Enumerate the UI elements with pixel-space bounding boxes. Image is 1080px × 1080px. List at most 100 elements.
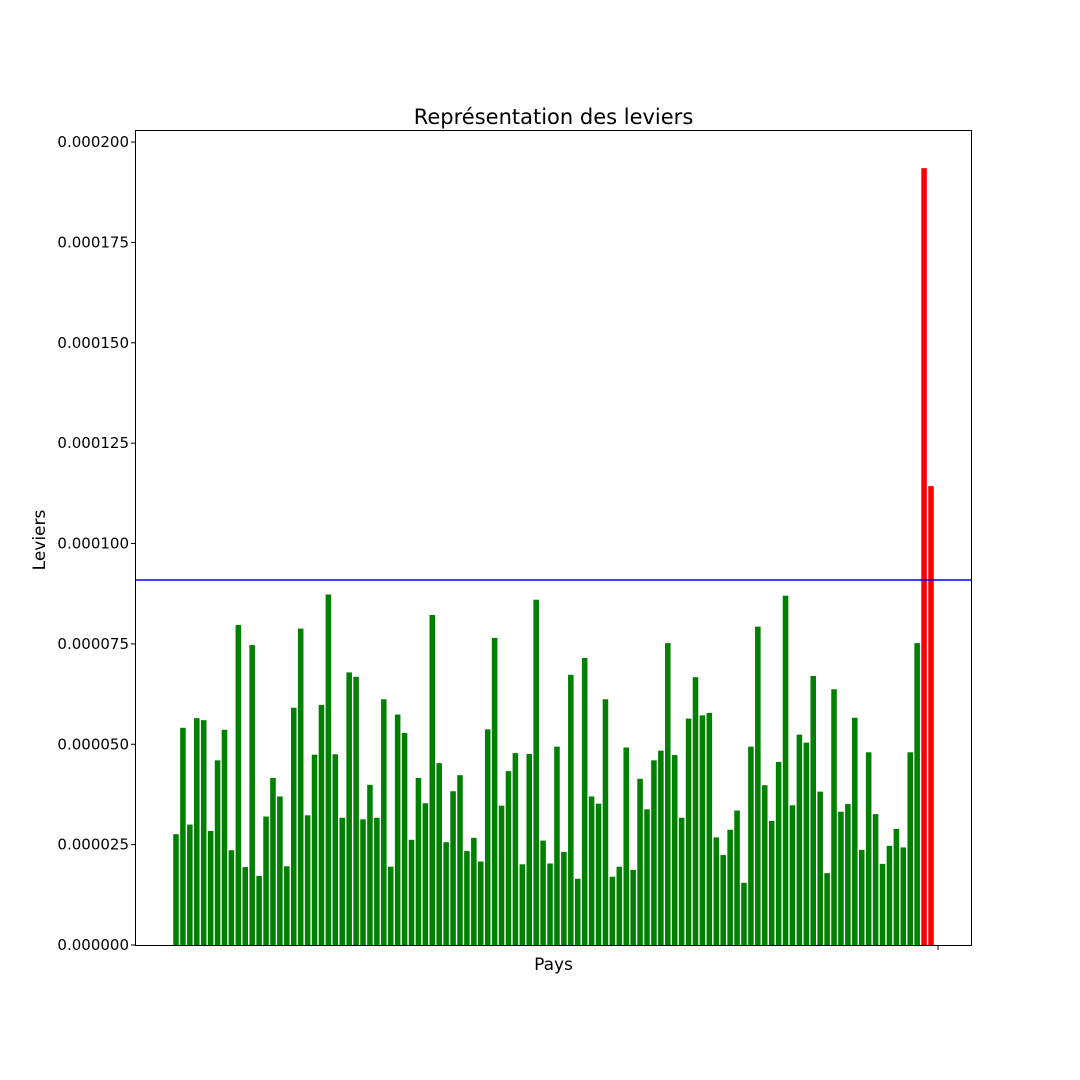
bar	[519, 864, 526, 945]
bar	[886, 845, 893, 945]
bar	[824, 873, 830, 945]
bar	[464, 851, 470, 945]
bar	[644, 809, 650, 945]
bar	[270, 777, 276, 945]
bar	[637, 778, 643, 945]
y-tick-label: 0.000025	[57, 836, 129, 854]
bar	[436, 763, 442, 945]
y-tick-label: 0.000175	[57, 233, 129, 251]
bar	[187, 824, 193, 945]
bar	[865, 752, 872, 945]
bar	[581, 657, 588, 945]
bar	[214, 760, 221, 945]
bar	[194, 718, 200, 945]
bar	[845, 804, 851, 945]
bar	[207, 830, 214, 945]
bar	[775, 761, 782, 945]
bar	[325, 594, 332, 945]
bar	[311, 754, 318, 945]
bar	[568, 674, 574, 945]
bar	[658, 750, 664, 945]
y-tick-label: 0.000150	[57, 334, 129, 352]
bar	[561, 851, 567, 945]
bar	[872, 814, 879, 945]
bar	[748, 746, 754, 945]
y-tick-label: 0.000000	[57, 936, 129, 954]
bar	[367, 784, 373, 945]
bar	[692, 677, 699, 945]
plot-frame	[135, 130, 972, 946]
bar	[221, 729, 228, 945]
bar	[478, 861, 484, 945]
bar	[616, 866, 623, 945]
bar	[457, 775, 463, 945]
bar	[810, 676, 817, 945]
bar	[595, 803, 602, 945]
bar	[547, 863, 553, 945]
bar	[928, 486, 934, 945]
bar	[734, 810, 740, 945]
bar	[879, 863, 886, 945]
y-axis-label: Leviers	[30, 510, 50, 571]
bar	[678, 817, 685, 945]
bar	[374, 817, 380, 945]
chart-title: Représentation des leviers	[414, 105, 694, 129]
bar	[706, 712, 713, 945]
y-tick-label: 0.000125	[57, 434, 129, 452]
bar	[443, 842, 449, 945]
bar	[665, 643, 671, 945]
bar	[353, 676, 359, 945]
bar	[346, 672, 352, 945]
bar	[256, 875, 262, 945]
bar	[761, 785, 768, 945]
bar	[422, 803, 429, 945]
y-tick-label: 0.000075	[57, 635, 129, 653]
bar	[304, 815, 311, 945]
bar	[699, 715, 706, 945]
bar	[484, 729, 491, 945]
bar	[921, 168, 927, 946]
bar	[713, 837, 720, 945]
bar	[900, 847, 907, 945]
y-tick-label: 0.000100	[57, 535, 129, 553]
bar	[685, 718, 692, 945]
bar	[554, 746, 560, 945]
bar	[838, 811, 844, 945]
bar	[415, 777, 422, 945]
bar	[318, 704, 325, 945]
bar	[540, 840, 546, 945]
bar	[526, 753, 533, 945]
bar	[609, 876, 616, 945]
bar	[671, 755, 678, 945]
bar	[858, 849, 865, 945]
bar	[852, 717, 858, 945]
bar	[741, 882, 747, 945]
bar	[235, 625, 242, 945]
bar	[401, 733, 408, 945]
bar	[630, 869, 636, 945]
bar	[533, 599, 539, 945]
bar	[893, 828, 900, 945]
bar	[803, 742, 810, 945]
bars-group	[173, 168, 934, 946]
bar	[817, 791, 823, 945]
bar	[284, 866, 290, 945]
bar	[831, 689, 837, 945]
bar	[505, 771, 512, 945]
bar	[429, 614, 436, 945]
bar	[242, 867, 249, 945]
bar	[387, 866, 394, 945]
bar	[914, 643, 920, 945]
bar	[394, 714, 401, 945]
bar	[768, 820, 775, 945]
bar	[471, 837, 477, 945]
bar	[789, 805, 796, 945]
bar	[588, 796, 595, 945]
bar	[408, 839, 415, 945]
bar	[755, 626, 761, 945]
bar	[360, 819, 366, 945]
bar	[249, 645, 255, 945]
bar	[297, 628, 304, 945]
